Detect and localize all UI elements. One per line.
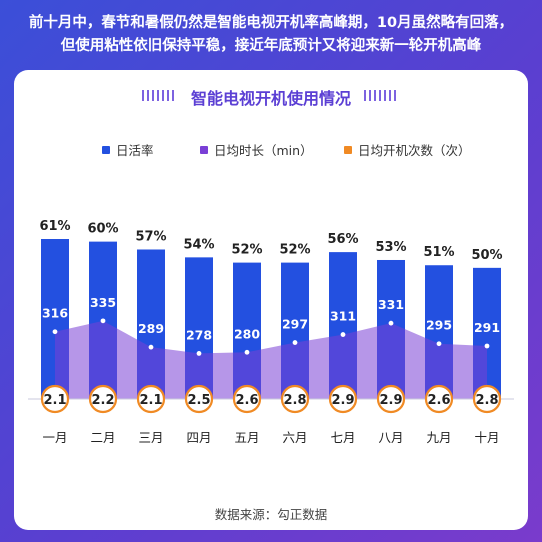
duration-point (340, 332, 346, 337)
headline-line-1: 前十月中，春节和暑假仍然是智能电视开机率高峰期，10月虽然略有回落， (28, 15, 514, 31)
duration-value-label: 331 (378, 297, 404, 312)
duration-value-label: 291 (474, 320, 500, 335)
starts-value-label: 2.9 (331, 393, 354, 408)
category-tick-label: 二月 (90, 430, 115, 445)
starts-circle (280, 384, 310, 414)
duration-point (244, 349, 250, 355)
category-tick-label: 六月 (282, 430, 307, 445)
starts-value-label: 2.6 (235, 393, 258, 408)
area-series-daily-duration (55, 320, 487, 399)
duration-point (388, 320, 394, 326)
duration-point (484, 343, 490, 349)
duration-point (52, 329, 58, 335)
category-tick-label: 三月 (138, 430, 163, 445)
duration-value-label: 295 (426, 318, 452, 333)
duration-point (196, 351, 202, 356)
category-tick-label: 十月 (474, 430, 499, 445)
bar-value-label: 52% (231, 243, 262, 258)
duration-point (292, 340, 298, 345)
bar-value-label: 57% (135, 229, 166, 244)
starts-circle (424, 384, 454, 414)
legend-item-daily-starts: 日均开机次数（次） (344, 140, 471, 159)
duration-value-label: 311 (330, 309, 356, 324)
duration-point (148, 344, 154, 350)
duration-value-label: 289 (138, 321, 164, 336)
starts-value-label: 2.8 (283, 393, 306, 408)
category-tick-label: 一月 (42, 430, 67, 445)
bar-value-label: 56% (327, 232, 358, 247)
category-tick-label: 八月 (378, 430, 403, 445)
starts-circle (88, 384, 118, 414)
chart-title: 智能电视开机使用情况 (190, 89, 351, 108)
title-decoration-right (364, 90, 396, 101)
bar-value-label: 52% (279, 243, 310, 258)
duration-value-label: 278 (186, 327, 212, 342)
duration-value-label: 280 (234, 326, 260, 341)
title-decoration-left (142, 90, 174, 101)
bar-value-label: 60% (87, 222, 118, 237)
starts-value-label: 2.1 (139, 393, 162, 408)
chart-panel: 智能电视开机使用情况 日活率 日均时长（min） 日均开机次数（次） 61% 60… (14, 70, 528, 530)
legend-swatch-daily-starts (344, 145, 352, 154)
legend-swatch-daily-active (102, 145, 110, 154)
legend-label-daily-active: 日活率 (116, 143, 154, 158)
category-tick-label: 七月 (330, 430, 355, 445)
starts-circle (136, 384, 166, 414)
starts-value-label: 2.2 (91, 393, 114, 408)
legend-label-daily-duration: 日均时长（min） (214, 143, 313, 158)
duration-point (436, 341, 442, 347)
category-tick-label: 五月 (234, 430, 259, 445)
starts-circle (232, 384, 262, 414)
starts-value-label: 2.8 (475, 393, 498, 408)
duration-point (100, 318, 106, 324)
starts-value-label: 2.9 (379, 393, 402, 408)
starts-circle (376, 384, 406, 414)
starts-value-label: 2.6 (427, 393, 450, 408)
bar-value-label: 50% (471, 248, 502, 263)
starts-circle (472, 384, 502, 414)
category-tick-label: 四月 (186, 430, 211, 445)
starts-circle (328, 384, 358, 414)
starts-circle (40, 384, 70, 414)
category-tick-label: 九月 (426, 430, 451, 445)
bar-value-label: 61% (39, 219, 70, 234)
headline-line-2: 但使用粘性依旧保持平稳，接近年底预计又将迎来新一轮开机高峰 (60, 38, 482, 54)
duration-value-label: 335 (90, 295, 116, 310)
starts-value-label: 2.5 (187, 393, 210, 408)
chart-canvas: 61% 60% 57% 54% 52% 52% 56% 53% 51% 50% 316 335 289 2… (28, 219, 514, 445)
legend-item-daily-active: 日活率 (102, 140, 154, 159)
headline: 前十月中，春节和暑假仍然是智能电视开机率高峰期，10月虽然略有回落， 但使用粘性… (0, 0, 542, 70)
chart-legend: 日活率 日均时长（min） 日均开机次数（次） (14, 140, 528, 160)
legend-swatch-daily-duration (200, 145, 208, 154)
bar-value-label: 54% (183, 237, 214, 252)
bar-value-label: 51% (423, 245, 454, 260)
legend-label-daily-starts: 日均开机次数（次） (358, 143, 471, 158)
duration-value-label: 297 (282, 317, 308, 332)
legend-item-daily-duration: 日均时长（min） (200, 140, 313, 159)
data-source: 数据来源：勾正数据 (214, 507, 328, 522)
bar-value-label: 53% (375, 240, 406, 255)
starts-circle (184, 384, 214, 414)
duration-value-label: 316 (42, 306, 68, 321)
starts-value-label: 2.1 (43, 393, 66, 408)
